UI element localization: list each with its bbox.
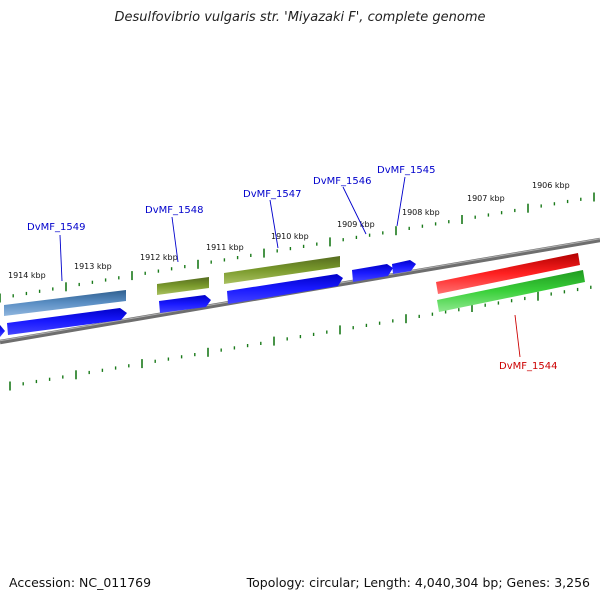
leader-dvmf-1549 (59, 234, 63, 282)
leader-dvmf-1547 (269, 199, 279, 249)
topology-text: Topology: circular; Length: 4,040,304 bp… (246, 575, 590, 590)
accession-text: Accession: NC_011769 (9, 575, 152, 590)
feature-dvmf-1548-gene[interactable] (157, 277, 209, 295)
lower-tick-ruler (9, 285, 592, 391)
tick-label-1909: 1909 kbp (337, 220, 375, 229)
feature-dvmf-1547-gene[interactable] (224, 256, 340, 284)
cds-dvmf-1546-arrow[interactable] (352, 264, 393, 282)
gene-label-dvmf-1548[interactable]: DvMF_1548 (145, 205, 203, 216)
leader-dvmf-1546 (342, 186, 367, 235)
tick-label-1914: 1914 kbp (8, 271, 46, 280)
tick-label-1913: 1913 kbp (74, 262, 112, 271)
gene-label-dvmf-1546[interactable]: DvMF_1546 (313, 176, 371, 187)
tick-label-1912: 1912 kbp (140, 253, 178, 262)
cds-dvmf-1549-arrow[interactable] (7, 308, 127, 335)
leader-dvmf-1545 (396, 176, 406, 227)
feature-dvmf-1544-gene[interactable] (436, 253, 580, 294)
tick-label-1907: 1907 kbp (467, 194, 505, 203)
cds-dvmf-1547-arrow[interactable] (227, 274, 343, 304)
gene-label-dvmf-1549[interactable]: DvMF_1549 (27, 222, 85, 233)
tick-label-1911: 1911 kbp (206, 243, 244, 252)
gene-label-dvmf-1544[interactable]: DvMF_1544 (499, 361, 557, 372)
tick-label-1908: 1908 kbp (402, 208, 440, 217)
cds-dvmf-1545-arrow[interactable] (392, 260, 416, 274)
cds-left-edge-arrow[interactable] (0, 325, 5, 337)
cds-dvmf-1544-arrow[interactable] (437, 270, 585, 312)
upper-tick-ruler (0, 192, 595, 303)
gene-label-dvmf-1545[interactable]: DvMF_1545 (377, 165, 435, 176)
leader-dvmf-1544 (514, 314, 521, 358)
cds-dvmf-1548-arrow[interactable] (159, 295, 211, 313)
map-title: Desulfovibrio vulgaris str. 'Miyazaki F'… (114, 10, 486, 25)
tick-label-1910: 1910 kbp (271, 232, 309, 241)
leader-dvmf-1548 (171, 216, 179, 263)
gene-label-dvmf-1547[interactable]: DvMF_1547 (243, 189, 301, 200)
feature-dvmf-1549-gene[interactable] (4, 290, 126, 316)
tick-label-1906: 1906 kbp (532, 181, 570, 190)
